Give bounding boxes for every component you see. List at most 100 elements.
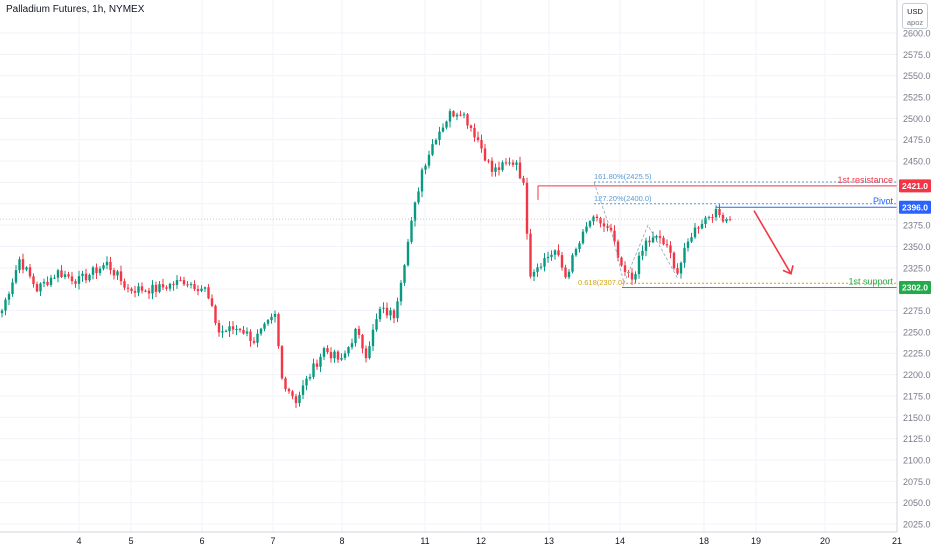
- candle-body: [301, 385, 305, 395]
- pivot-badge-bg: [899, 200, 931, 214]
- candle-body: [49, 277, 53, 285]
- candle-body: [361, 334, 364, 349]
- candle-body: [417, 191, 420, 203]
- candle-body: [637, 255, 641, 275]
- candle-body: [214, 305, 217, 323]
- candle-body: [273, 313, 277, 317]
- fib-161-label: 161.80%(2425.5): [594, 172, 652, 181]
- candle-body: [147, 290, 151, 294]
- candle-body: [91, 267, 95, 275]
- price-tick-label: 2500.0: [903, 114, 931, 124]
- candle-body: [35, 284, 39, 292]
- candle-body: [553, 250, 557, 255]
- chart-grid: [0, 0, 897, 532]
- candle-body: [137, 286, 140, 293]
- candle-body: [280, 346, 284, 379]
- candle-body: [259, 328, 263, 334]
- candle-body: [697, 227, 700, 229]
- candle-body: [641, 250, 644, 256]
- candle-body: [235, 328, 238, 330]
- candle-body: [620, 257, 623, 266]
- candle-body: [445, 121, 448, 128]
- candle-body: [343, 353, 347, 358]
- fib-127-label: 127.20%(2400.0): [594, 194, 652, 203]
- candle-body: [385, 307, 389, 316]
- candle-body: [228, 326, 231, 332]
- price-badges: 2421.0 2396.0 2302.0: [899, 179, 931, 294]
- candle-body: [529, 233, 532, 277]
- candle-body: [364, 348, 368, 359]
- candle-body: [518, 162, 522, 179]
- candle-body: [599, 218, 602, 224]
- candle-body: [396, 301, 399, 319]
- price-tick-label: 2125.0: [903, 434, 931, 444]
- candle-body: [515, 162, 518, 165]
- candle-body: [700, 223, 704, 229]
- candle-body: [249, 331, 252, 341]
- candle-body: [462, 114, 466, 116]
- author-label: apoz: [906, 18, 924, 27]
- candle-body: [14, 270, 18, 283]
- candle-body: [672, 252, 676, 269]
- support-label: 1st support: [848, 276, 893, 286]
- currency-label: USD: [907, 7, 923, 16]
- candle-body: [728, 219, 732, 221]
- candle-body: [581, 231, 585, 244]
- candle-body: [154, 284, 158, 292]
- candle-body: [207, 287, 210, 299]
- candle-body: [511, 162, 515, 165]
- candle-body: [133, 290, 137, 293]
- candle-body: [284, 378, 287, 390]
- candle-body: [347, 347, 350, 354]
- candle-body: [413, 202, 417, 221]
- candle-body: [242, 330, 245, 334]
- candle-body: [245, 331, 249, 334]
- candle-body: [165, 287, 168, 289]
- candle-body: [525, 182, 529, 234]
- time-tick-label: 8: [339, 536, 344, 546]
- candle-body: [441, 127, 445, 132]
- candle-body: [539, 266, 543, 268]
- candle-body: [256, 333, 259, 343]
- candle-body: [392, 310, 396, 319]
- currency-selector[interactable]: USD apoz: [902, 3, 928, 29]
- candle-body: [322, 348, 326, 357]
- candle-body: [277, 313, 280, 347]
- candle-body: [602, 223, 606, 227]
- candle-body: [287, 389, 291, 392]
- candle-body: [263, 323, 266, 329]
- projection-arrow-head: [782, 265, 794, 275]
- candle-body: [308, 376, 312, 379]
- candle-body: [4, 299, 7, 311]
- candle-body: [203, 287, 207, 289]
- candle-body: [592, 216, 595, 222]
- candle-body: [217, 322, 221, 333]
- price-tick-label: 2200.0: [903, 370, 931, 380]
- candle-body: [28, 267, 32, 277]
- candle-body: [25, 267, 28, 270]
- candle-body: [350, 343, 354, 348]
- candle-body: [669, 245, 672, 253]
- price-tick-label: 2550.0: [903, 71, 931, 81]
- candle-body: [182, 280, 186, 285]
- candle-body: [63, 274, 67, 278]
- candle-body: [651, 237, 655, 243]
- candle-body: [634, 274, 637, 280]
- candle-body: [427, 154, 431, 166]
- candle-body: [546, 256, 550, 259]
- candle-body: [357, 328, 361, 335]
- price-tick-label: 2225.0: [903, 349, 931, 359]
- candle-body: [315, 363, 319, 367]
- candle-body: [161, 284, 165, 288]
- candle-body: [102, 265, 105, 269]
- candle-body: [578, 243, 581, 250]
- time-tick-label: 19: [751, 536, 761, 546]
- time-tick-label: 18: [699, 536, 709, 546]
- chart-title: Palladium Futures, 1h, NYMEX: [6, 4, 145, 15]
- candle-body: [469, 125, 473, 128]
- candle-body: [595, 216, 599, 219]
- price-tick-label: 2275.0: [903, 306, 931, 316]
- price-tick-label: 2175.0: [903, 391, 931, 401]
- price-tick-label: 2525.0: [903, 93, 931, 103]
